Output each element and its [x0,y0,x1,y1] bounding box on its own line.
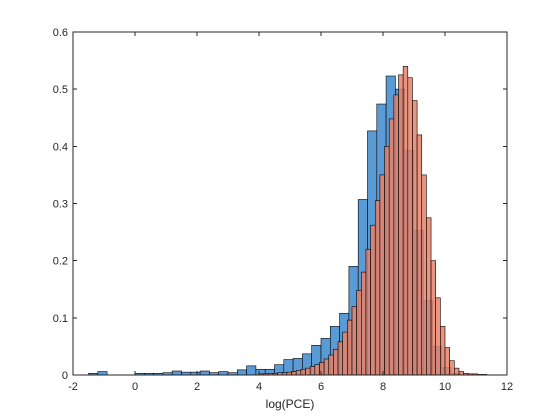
histogram-bar-series-2 [323,358,330,376]
histogram-bar-series-2 [398,74,404,376]
x-tick-label: 12 [501,381,513,393]
histogram-bar-series-2 [360,271,367,376]
x-tick-label: 10 [439,381,451,393]
x-axis-label: log(PCE) [266,397,315,411]
histogram-bar-series-2 [305,367,311,376]
histogram-bar-series-1 [218,371,229,376]
histogram-bar-series-2 [319,362,325,376]
histogram-bar-series-2 [453,367,460,376]
x-tick-label: 6 [318,381,324,393]
histogram-bar-series-2 [328,354,334,376]
histogram-bar-series-2 [314,364,320,376]
histogram-bar-series-2 [412,100,418,376]
histogram-bar-series-2 [295,370,302,376]
histogram-bar-series-2 [374,200,381,376]
histogram-bar-series-1 [246,365,257,376]
histogram-bar-series-2 [407,77,413,376]
histogram-bar-series-2 [384,146,390,376]
y-tick-label: 0.3 [53,199,68,211]
plot-area-border [72,31,508,376]
x-tick-label: 0 [132,381,138,393]
histogram-bar-series-1 [199,370,210,376]
y-tick-label: 0.1 [53,313,68,325]
x-tick-label: 2 [194,381,200,393]
histogram-bar-series-2 [393,94,399,376]
bars-layer [88,66,488,376]
histogram-bar-series-1 [97,371,108,376]
histogram-bar-series-2 [365,248,371,376]
histogram-bar-series-2 [291,371,297,376]
histogram-bar-series-2 [333,348,339,376]
histogram-bar-series-2 [458,371,464,376]
histogram-bar-series-2 [379,174,385,376]
histogram-bar-series-2 [426,217,432,376]
histogram-bar-series-2 [449,360,455,376]
histogram-bar-series-1 [171,370,182,376]
x-tick-label: 8 [380,381,386,393]
x-tick-label: 4 [256,381,262,393]
histogram-bar-series-2 [444,347,450,376]
histogram-bar-series-2 [402,66,409,376]
y-tick-label: 0.4 [53,141,68,153]
histogram-bar-series-2 [435,297,441,376]
y-tick-label: 0.5 [53,84,68,96]
histogram-bar-series-2 [351,306,357,376]
histogram-bar-series-2 [430,260,436,376]
histogram-bar-series-1 [237,369,247,376]
histogram-bar-series-2 [370,224,376,376]
histogram-bar-series-2 [300,368,306,376]
x-tick-label: -2 [68,381,78,393]
histogram-bar-series-2 [421,174,427,376]
histogram-bar-series-2 [440,326,446,376]
histogram-bar-series-2 [347,319,353,376]
histogram-bar-series-2 [309,366,316,376]
y-tick-label: 0.6 [53,27,68,39]
histogram-bar-series-2 [342,331,348,376]
histogram-bar-series-2 [356,290,362,376]
y-tick-label: 0.2 [53,256,68,268]
histogram-bar-series-2 [337,341,343,376]
histogram-bar-series-2 [388,118,395,376]
histogram-bar-series-2 [416,134,423,376]
y-tick-label: 0 [62,370,68,382]
